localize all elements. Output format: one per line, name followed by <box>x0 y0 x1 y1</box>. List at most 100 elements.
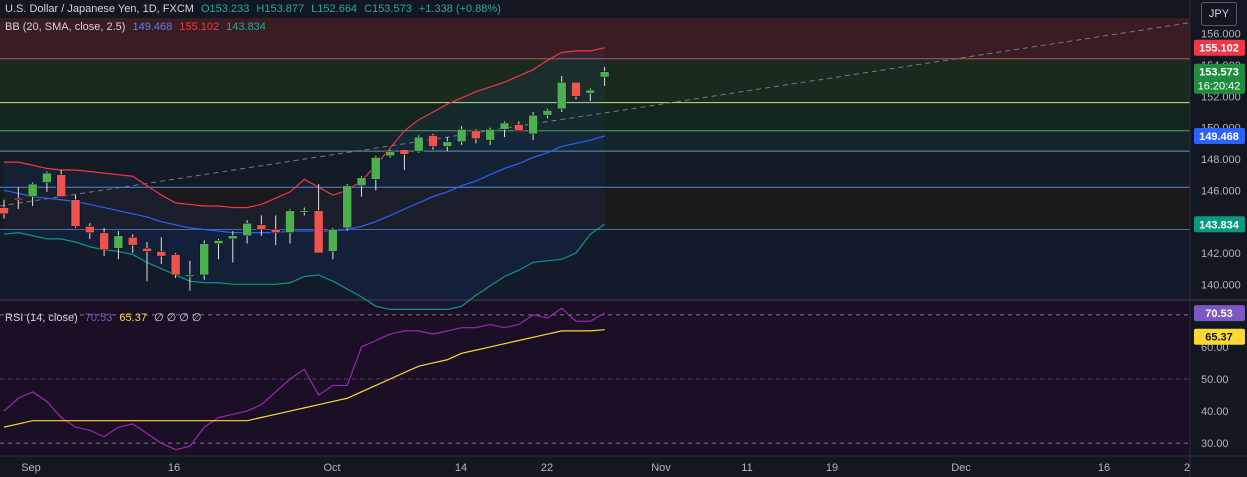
candle-body <box>571 81 581 97</box>
time-tick-label: 16 <box>1098 462 1110 474</box>
time-tick-label: Dec <box>951 462 971 474</box>
lower-price-label: 143.834 <box>1199 219 1240 231</box>
candle-body <box>385 150 395 157</box>
low-value: L152.664 <box>311 3 358 15</box>
candle-body <box>27 183 38 197</box>
candle-body <box>242 222 252 237</box>
candle-body <box>13 197 24 200</box>
bb-lower-value: 143.834 <box>226 21 266 33</box>
candle-body <box>485 128 495 141</box>
rsi-value-label: 70.53 <box>1205 308 1233 320</box>
candle-body <box>42 172 52 183</box>
dashed-trend-line <box>0 22 1191 207</box>
time-tick-label: Nov <box>651 462 671 474</box>
bb-legend[interactable]: BB (20, SMA, close, 2.5) 149.468 155.102… <box>5 21 270 33</box>
candle-body <box>270 229 281 233</box>
candle-body <box>99 232 109 251</box>
candle-body <box>599 71 610 78</box>
candle-body <box>556 81 567 110</box>
trend-line <box>0 22 1191 207</box>
countdown-label: 16:20:42 <box>1198 81 1241 93</box>
candle-body <box>299 210 310 213</box>
candle-body <box>170 254 181 276</box>
basis-price-label: 149.468 <box>1199 131 1239 143</box>
rsi-extra-values: ∅ ∅ ∅ ∅ <box>154 312 202 324</box>
rsi-ma-line <box>3 329 605 428</box>
candle-body <box>371 157 381 180</box>
bb-basis-line <box>3 135 605 234</box>
candlesticks <box>0 66 610 291</box>
zone-dark <box>0 187 1190 230</box>
rsi-tick-label: 40.00 <box>1201 406 1229 418</box>
bb-basis-value: 149.468 <box>132 21 173 33</box>
rsi-tick-label: 50.00 <box>1201 374 1229 386</box>
open-value: O153.233 <box>201 3 250 15</box>
rsi-pane <box>0 307 1190 451</box>
zone-teal <box>0 130 1190 152</box>
rsi-ma-value: 65.37 <box>119 312 147 324</box>
candle-body <box>399 149 410 155</box>
symbol-title[interactable]: U.S. Dollar / Japanese Yen, 1D, FXCM <box>5 3 194 15</box>
time-tick-label: 16 <box>168 462 180 474</box>
candle-body <box>0 207 9 215</box>
lower-price-label-bg <box>1194 216 1245 233</box>
price-labels: 155.102 153.573 16:20:42 149.468 143.834 70.5… <box>1194 39 1245 345</box>
candle-body <box>313 210 324 254</box>
price-tick-label: 140.000 <box>1201 279 1241 291</box>
candle-body <box>528 114 538 135</box>
candle-body <box>585 89 596 94</box>
upper-price-label: 155.102 <box>1199 43 1239 55</box>
zone-top <box>0 18 1190 59</box>
candle-body <box>185 274 195 277</box>
candle-body <box>456 128 467 143</box>
candle-body <box>499 122 510 130</box>
upper-price-label-bg <box>1194 39 1245 56</box>
candle-body <box>514 124 524 132</box>
candle-body <box>328 229 338 252</box>
time-tick-label: 14 <box>455 462 467 474</box>
candle-body <box>342 185 352 229</box>
candle-body <box>228 235 238 240</box>
candle-body <box>127 237 138 246</box>
currency-button[interactable]: JPY <box>1201 2 1237 26</box>
rsi-label[interactable]: RSI (14, close) <box>5 312 78 324</box>
candle-body <box>156 251 167 257</box>
candle-body <box>70 199 81 227</box>
rsi-line <box>3 307 605 451</box>
zone-green-2 <box>0 102 1190 131</box>
time-tick-label: 22 <box>541 462 553 474</box>
bb-label[interactable]: BB (20, SMA, close, 2.5) <box>5 21 126 33</box>
rsi-tick-label: 60.00 <box>1201 342 1229 354</box>
last-price-label: 153.573 <box>1199 67 1239 79</box>
price-tick-label: 142.000 <box>1201 248 1241 260</box>
candle-body <box>199 243 209 276</box>
candle-body <box>285 210 295 233</box>
rsi-ma-value-label: 65.37 <box>1205 332 1233 344</box>
basis-price-label-bg <box>1194 128 1245 145</box>
bollinger-fill <box>4 47 605 310</box>
rsi-value-label-bg <box>1194 305 1245 322</box>
candle-body <box>213 240 224 244</box>
candle-body <box>542 110 553 116</box>
bb-fill-area <box>4 47 605 310</box>
high-value: H153.877 <box>256 3 305 15</box>
candle-body <box>56 174 66 197</box>
zone-blue <box>0 151 1190 188</box>
candle-body <box>428 135 438 147</box>
candle-body <box>256 224 267 230</box>
candle-body <box>356 177 367 186</box>
candle-body <box>85 226 95 233</box>
candle-body <box>142 248 152 252</box>
candle-body <box>471 130 481 139</box>
rsi-legend[interactable]: RSI (14, close) 70.53 65.37 ∅ ∅ ∅ ∅ <box>5 311 206 324</box>
time-tick-label: Oct <box>323 462 340 474</box>
time-tick-label: 19 <box>826 462 838 474</box>
time-tick-label: Sep <box>21 462 41 474</box>
bb-upper-line <box>4 47 605 209</box>
price-tick-label: 156.000 <box>1201 29 1241 41</box>
symbol-legend[interactable]: U.S. Dollar / Japanese Yen, 1D, FXCM O15… <box>5 3 505 15</box>
rsi-tick-label: 30.00 <box>1201 438 1229 450</box>
zone-green <box>0 58 1190 103</box>
